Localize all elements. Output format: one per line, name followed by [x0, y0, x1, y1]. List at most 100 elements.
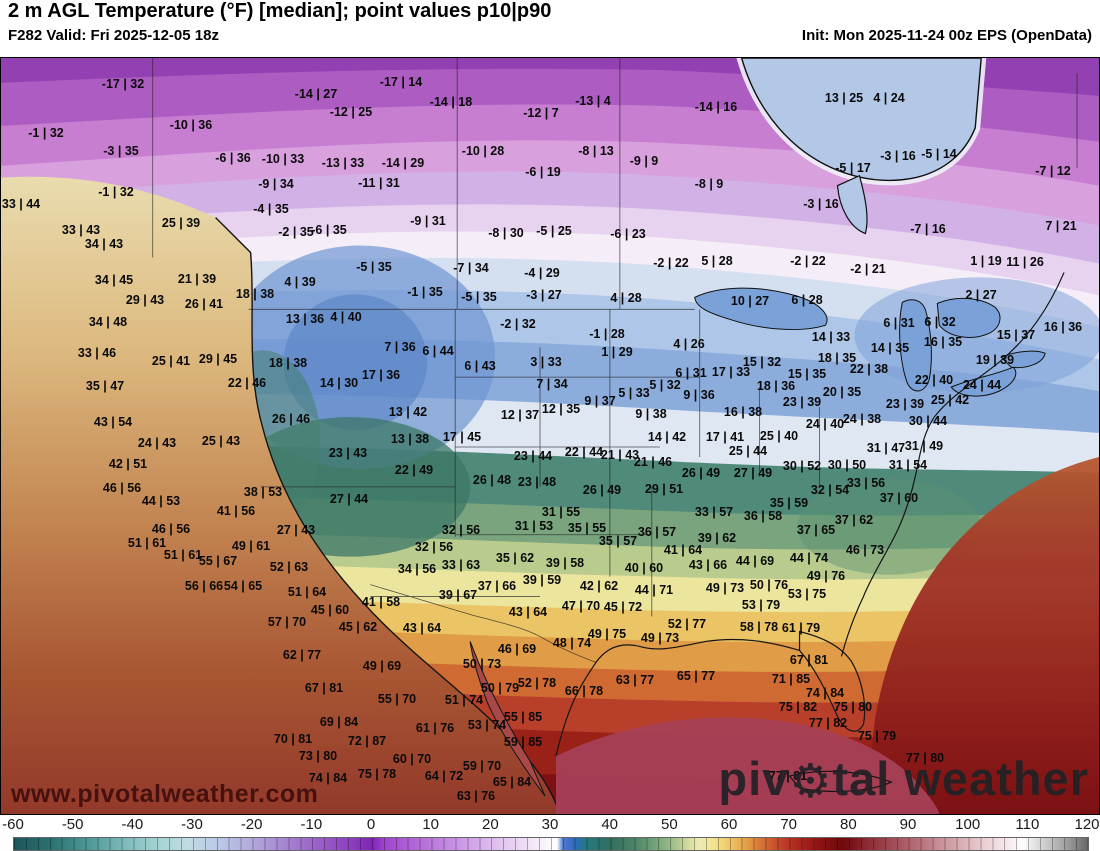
hudson-bay	[736, 58, 987, 235]
point-value: -11 | 31	[358, 175, 400, 190]
point-value: 75 | 78	[357, 766, 397, 781]
colorbar-tick: -10	[300, 816, 323, 833]
point-value: 59 | 70	[462, 758, 502, 773]
colorbar-tick: 10	[422, 816, 439, 833]
point-value: 49 | 73	[640, 630, 680, 645]
point-value: 7 | 36	[384, 339, 416, 354]
point-value: 3 | 33	[530, 354, 562, 369]
colorbar-tick: 50	[660, 816, 678, 833]
point-value: 37 | 66	[477, 578, 517, 593]
colorbar-tick: 120	[1074, 816, 1100, 833]
point-value: 41 | 58	[361, 594, 401, 609]
point-value: 35 | 57	[598, 533, 638, 548]
point-value: 74 | 84	[308, 770, 348, 785]
point-value: -6 | 35	[311, 222, 347, 237]
point-value: 1 | 19	[970, 253, 1002, 268]
point-value: 4 | 28	[610, 290, 642, 305]
point-value: 22 | 40	[914, 372, 954, 387]
point-value: 13 | 42	[388, 404, 428, 419]
point-value: -6 | 36	[215, 150, 251, 165]
point-value: -6 | 23	[610, 226, 646, 241]
point-value: 75 | 80	[833, 699, 873, 714]
point-value: 62 | 77	[282, 647, 322, 662]
point-value: 35 | 62	[495, 550, 535, 565]
coastlines	[555, 272, 1065, 793]
point-value: 39 | 62	[697, 530, 737, 545]
point-value: 17 | 45	[442, 429, 482, 444]
point-value: -4 | 29	[524, 265, 560, 280]
point-value: -5 | 35	[461, 289, 497, 304]
point-value: 47 | 70	[561, 598, 601, 613]
point-value: 41 | 64	[663, 542, 703, 557]
point-value: 33 | 46	[77, 345, 117, 360]
point-value: -12 | 25	[329, 104, 373, 119]
point-value: 24 | 40	[805, 416, 845, 431]
colorbar-cell-lines	[14, 838, 1088, 850]
gear-icon: ⚙	[789, 754, 833, 807]
point-value: 17 | 41	[705, 429, 745, 444]
point-value: 27 | 44	[329, 491, 369, 506]
point-value: 53 | 79	[741, 597, 781, 612]
point-value: 22 | 44	[564, 444, 604, 459]
colorbar-tick: 70	[780, 816, 797, 833]
point-value: 26 | 41	[184, 296, 224, 311]
point-value: 12 | 35	[541, 401, 581, 416]
point-value: 66 | 78	[564, 683, 604, 698]
point-value: 18 | 38	[268, 355, 308, 370]
point-value: 49 | 75	[587, 626, 627, 641]
borders	[152, 58, 1078, 663]
colorbar-tick: -60	[2, 816, 24, 833]
point-value: -12 | 7	[523, 105, 559, 120]
point-value: 42 | 62	[579, 578, 619, 593]
point-value: -9 | 31	[410, 213, 446, 228]
point-value: 32 | 56	[414, 539, 454, 554]
brand-text-left: piv	[718, 752, 790, 805]
point-value: 60 | 70	[392, 751, 432, 766]
point-value: 30 | 44	[908, 413, 948, 428]
point-value: 23 | 39	[782, 394, 822, 409]
point-value: -5 | 17	[835, 160, 871, 175]
point-value: -2 | 21	[850, 261, 886, 276]
colorbar-tick: -40	[121, 816, 144, 833]
point-value: 26 | 49	[681, 465, 721, 480]
point-value: 33 | 56	[846, 475, 886, 490]
point-value: 25 | 39	[161, 215, 201, 230]
point-value: 26 | 46	[271, 411, 311, 426]
point-value: -5 | 14	[921, 146, 957, 161]
point-value: 56 | 66	[184, 578, 224, 593]
point-value: 46 | 56	[151, 521, 191, 536]
point-value: 52 | 63	[269, 559, 309, 574]
point-value: 5 | 33	[618, 385, 650, 400]
point-value: 44 | 74	[789, 550, 829, 565]
point-value: 6 | 43	[464, 358, 496, 373]
point-value: 6 | 31	[883, 315, 915, 330]
point-value: -10 | 33	[261, 151, 305, 166]
point-value: 23 | 39	[885, 396, 925, 411]
point-value: 58 | 78	[739, 619, 779, 634]
point-value: 52 | 77	[667, 616, 707, 631]
point-value: 43 | 54	[93, 414, 133, 429]
point-value: -5 | 35	[356, 259, 392, 274]
point-value: 39 | 67	[438, 587, 478, 602]
temperature-map: -17 | 32 -14 | 27 -1 | 32 -10 | 36 -3 | 35 -6…	[0, 57, 1100, 815]
point-value: 46 | 73	[845, 542, 885, 557]
point-value: 15 | 35	[787, 366, 827, 381]
point-value: 5 | 28	[701, 253, 733, 268]
point-value: 72 | 87	[347, 733, 387, 748]
point-value: 31 | 53	[514, 518, 554, 533]
point-value: 34 | 45	[94, 272, 134, 287]
point-value: -3 | 27	[526, 287, 562, 302]
point-value: 22 | 38	[849, 361, 889, 376]
point-value: 38 | 53	[243, 484, 283, 499]
point-value: 29 | 51	[644, 481, 684, 496]
point-value: 44 | 69	[735, 553, 775, 568]
point-value: 20 | 35	[822, 384, 862, 399]
point-value: 70 | 81	[273, 731, 313, 746]
colorbar-tick: -30	[181, 816, 203, 833]
point-value: 18 | 36	[756, 378, 796, 393]
point-value: 23 | 44	[513, 448, 553, 463]
point-value: 65 | 77	[676, 668, 716, 683]
point-value: 16 | 38	[723, 404, 763, 419]
point-value: -3 | 35	[103, 143, 139, 158]
watermark-url: www.pivotalweather.com	[11, 780, 319, 808]
